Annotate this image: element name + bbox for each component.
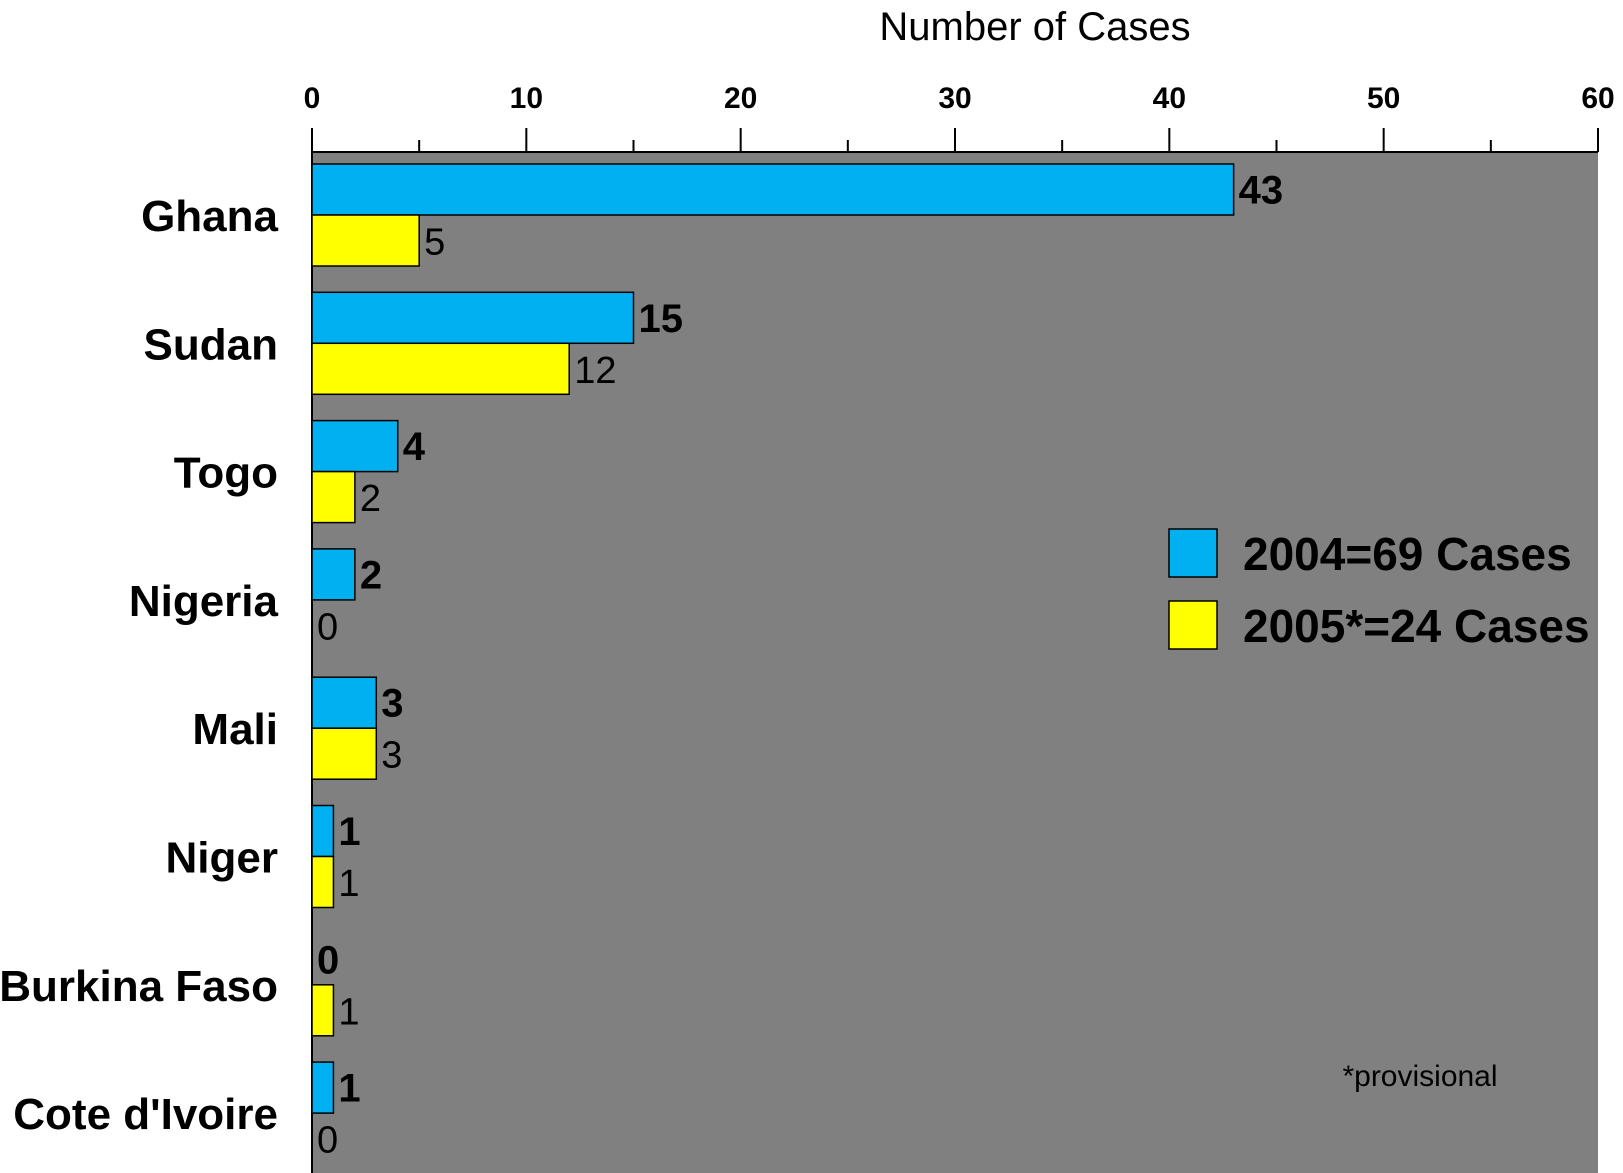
category-label: Cote d'Ivoire — [13, 1090, 278, 1139]
data-label: 12 — [574, 350, 616, 392]
category-label: Ghana — [141, 192, 278, 241]
bar-2004 — [311, 1061, 335, 1114]
data-label: 3 — [381, 682, 403, 726]
category-label: Togo — [174, 449, 278, 498]
data-label: 0 — [317, 1120, 338, 1162]
footnote: *provisional — [1342, 1060, 1497, 1093]
category-label: Burkina Faso — [0, 962, 278, 1011]
data-label: 0 — [317, 938, 339, 982]
x-axis-title: Number of Cases — [879, 5, 1190, 49]
x-tick-label: 60 — [1581, 82, 1614, 115]
bar-2004 — [311, 163, 1235, 216]
bar-2004 — [311, 419, 399, 473]
bar-2005 — [311, 214, 420, 267]
data-label: 1 — [338, 991, 359, 1033]
data-label: 1 — [338, 863, 359, 905]
bar-2005 — [311, 727, 378, 780]
data-label: 1 — [338, 810, 360, 854]
data-label: 5 — [424, 222, 445, 264]
category-labels: Ghana Sudan Togo Nigeria Mali Niger Burkina Fa… — [0, 192, 279, 1139]
legend-swatch — [1168, 528, 1218, 578]
category-label: Nigeria — [129, 577, 279, 626]
data-label: 1 — [338, 1067, 360, 1111]
bar-2004 — [311, 291, 635, 345]
data-label: 15 — [639, 297, 684, 341]
data-label: 43 — [1239, 169, 1284, 213]
data-label: 3 — [381, 735, 402, 777]
bar-2004 — [311, 548, 356, 601]
bar-2005 — [311, 342, 570, 396]
category-label: Mali — [192, 705, 278, 754]
data-label: 2 — [360, 553, 382, 597]
x-tick-label: 20 — [724, 82, 757, 115]
x-axis: 0 10 20 30 40 50 60 — [304, 82, 1615, 1173]
bar-2005 — [311, 855, 335, 909]
legend-swatch — [1168, 600, 1218, 650]
x-tick-label: 30 — [938, 82, 971, 115]
x-tick-label: 10 — [510, 82, 543, 115]
data-label: 2 — [360, 478, 381, 520]
data-label: 0 — [317, 606, 338, 648]
x-tick-label: 50 — [1367, 82, 1400, 115]
legend-label: 2004=69 Cases — [1243, 528, 1572, 580]
bar-2004 — [311, 676, 378, 729]
x-tick-label: 0 — [304, 82, 321, 115]
bar-2004 — [311, 804, 335, 858]
bar-2005 — [311, 984, 335, 1037]
bar-2005 — [311, 470, 356, 524]
legend: 2004=69 Cases 2005*=24 Cases — [1168, 528, 1590, 652]
category-label: Niger — [166, 834, 278, 883]
category-label: Sudan — [144, 320, 278, 369]
legend-label: 2005*=24 Cases — [1243, 600, 1590, 652]
data-label: 4 — [403, 425, 426, 469]
x-tick-label: 40 — [1153, 82, 1186, 115]
